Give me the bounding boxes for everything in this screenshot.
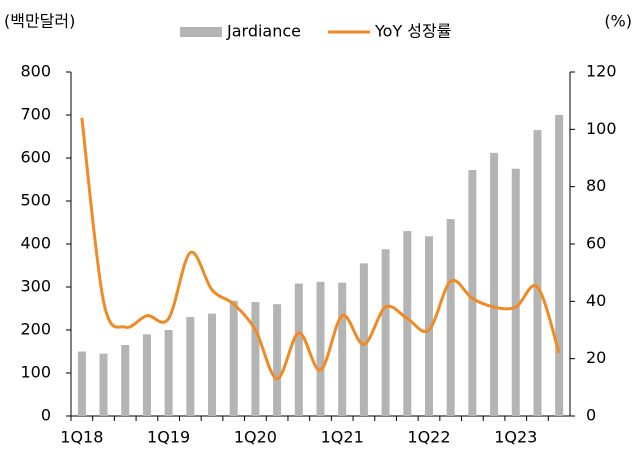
- bar: [229, 300, 238, 416]
- bar: [251, 302, 260, 416]
- bar: [186, 317, 195, 416]
- y2-tick-label: 120: [586, 62, 617, 81]
- bar: [446, 219, 455, 416]
- y2-tick-label: 20: [586, 348, 606, 367]
- y-tick-label: 600: [20, 148, 51, 167]
- bar: [294, 283, 303, 416]
- y2-tick-label: 40: [586, 291, 606, 310]
- bar: [338, 282, 347, 416]
- y-tick-label: 0: [41, 406, 51, 425]
- bar: [316, 281, 325, 416]
- line: [80, 117, 561, 381]
- y-tick-label: 200: [20, 320, 51, 339]
- y-tick-label: 700: [20, 105, 51, 124]
- bar: [490, 152, 499, 416]
- y-tick-label: 800: [20, 62, 51, 81]
- x-tick-label: 1Q21: [321, 428, 364, 447]
- bar: [77, 351, 86, 416]
- bar: [533, 130, 542, 417]
- bar: [359, 263, 368, 416]
- bar: [99, 353, 108, 416]
- bar: [121, 345, 130, 416]
- bar: [164, 330, 173, 416]
- y-axis-label: (백만달러): [4, 12, 75, 31]
- bar: [381, 249, 390, 416]
- y-tick-label: 300: [20, 277, 51, 296]
- bar: [273, 304, 282, 416]
- y-tick-label: 500: [20, 191, 51, 210]
- y-tick-label: 400: [20, 234, 51, 253]
- y-tick-label: 100: [20, 363, 51, 382]
- bar: [468, 170, 477, 416]
- bar: [142, 334, 151, 416]
- x-tick-label: 1Q22: [407, 428, 450, 447]
- x-tick-label: 1Q19: [147, 428, 190, 447]
- x-tick-label: 1Q18: [60, 428, 103, 447]
- bar: [403, 231, 412, 416]
- bar: [208, 313, 217, 416]
- bar: [424, 236, 433, 416]
- y2-tick-label: 0: [586, 406, 596, 425]
- legend-swatch: [180, 27, 222, 37]
- y2-tick-label: 100: [586, 119, 617, 138]
- x-tick-label: 1Q23: [494, 428, 537, 447]
- bar: [555, 115, 564, 416]
- y2-tick-label: 80: [586, 176, 606, 195]
- x-tick-label: 1Q20: [234, 428, 277, 447]
- y2-tick-label: 60: [586, 234, 606, 253]
- y2-axis-label: (%): [604, 12, 632, 31]
- legend-label: YoY 성장률: [374, 22, 451, 41]
- legend-label: Jardiance: [226, 22, 301, 41]
- bar: [511, 168, 520, 416]
